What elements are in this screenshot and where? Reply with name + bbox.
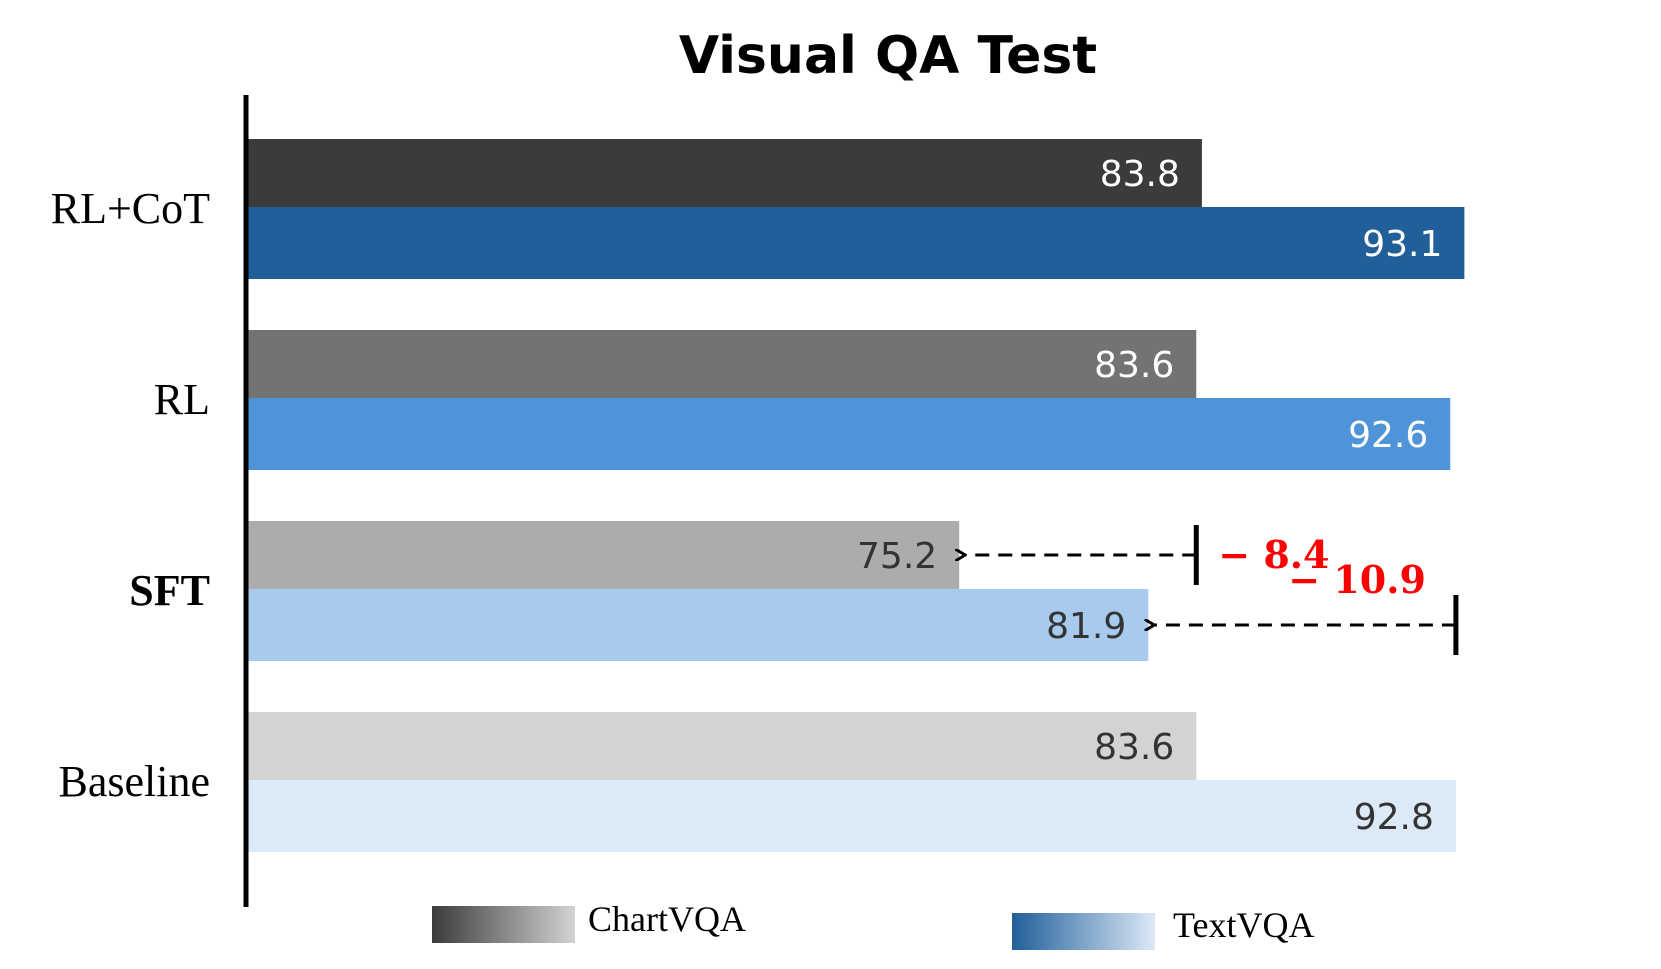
category-label-sft: SFT xyxy=(129,566,210,615)
category-label-baseline: Baseline xyxy=(58,757,210,806)
value-label-textvqa-rl-cot: 93.1 xyxy=(1362,224,1442,265)
value-label-chartvqa-rl: 83.6 xyxy=(1094,345,1174,386)
bar-chartvqa-rl-cot xyxy=(248,139,1202,207)
bar-textvqa-baseline xyxy=(248,780,1456,852)
legend-label-chartvqa: ChartVQA xyxy=(588,899,746,939)
legend-swatch-chartvqa xyxy=(432,906,575,943)
bar-textvqa-rl xyxy=(248,398,1451,470)
value-label-chartvqa-baseline: 83.6 xyxy=(1094,727,1174,768)
value-label-textvqa-sft: 81.9 xyxy=(1046,606,1126,647)
value-label-textvqa-rl: 92.6 xyxy=(1348,415,1428,456)
delta-label-textvqa: − 10.9 xyxy=(1288,557,1426,602)
bar-chartvqa-rl xyxy=(248,330,1197,398)
category-label-rl: RL xyxy=(154,375,210,424)
value-label-textvqa-baseline: 92.8 xyxy=(1354,797,1434,838)
bar-chartvqa-baseline xyxy=(248,712,1197,780)
legend-label-textvqa: TextVQA xyxy=(1173,905,1314,945)
bar-textvqa-sft xyxy=(248,589,1149,661)
category-label-rl-cot: RL+CoT xyxy=(51,184,210,233)
delta-label-chartvqa: − 8.4 xyxy=(1218,532,1329,577)
value-label-chartvqa-rl-cot: 83.8 xyxy=(1100,154,1180,195)
bar-textvqa-rl-cot xyxy=(248,207,1465,279)
legend-swatch-textvqa xyxy=(1012,913,1155,950)
bar-chartvqa-sft xyxy=(248,521,960,589)
value-label-chartvqa-sft: 75.2 xyxy=(857,536,937,577)
chart-title: Visual QA Test xyxy=(679,26,1097,86)
legend: ChartVQA TextVQA xyxy=(432,899,1314,950)
